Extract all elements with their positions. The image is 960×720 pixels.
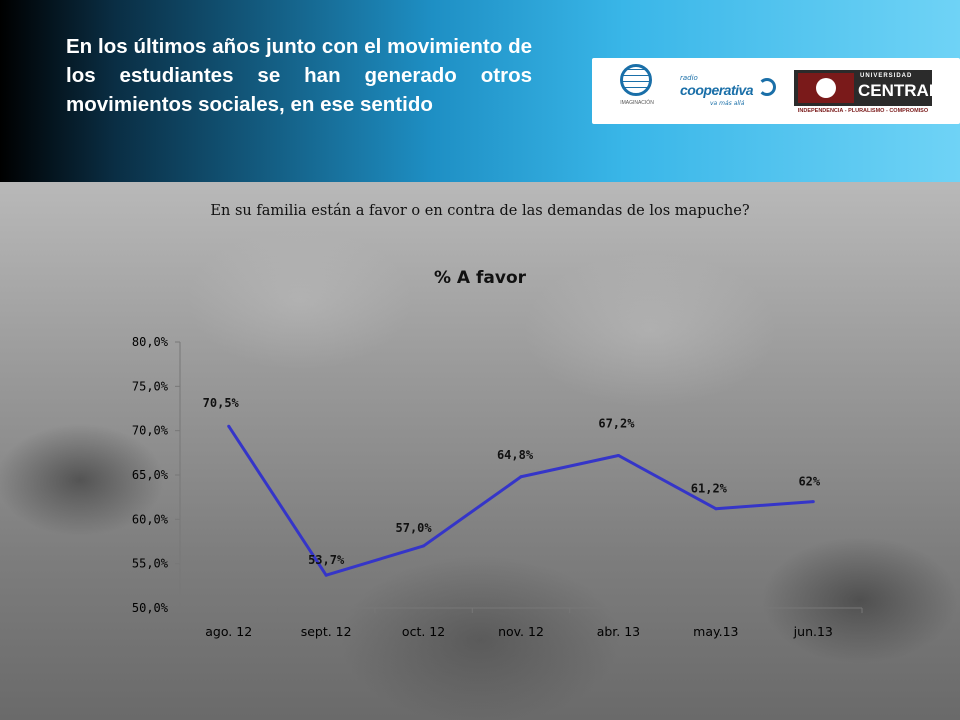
shield-icon xyxy=(798,73,854,103)
data-point xyxy=(324,573,328,577)
imaginacion-logo: IMAGINACIÓN xyxy=(612,64,662,118)
universidad-central-logo: UNIVERSIDAD CENTRAL INDEPENDENCIA - PLUR… xyxy=(794,70,939,118)
central-motto: INDEPENDENCIA - PLURALISMO - COMPROMISO xyxy=(797,108,929,114)
central-name-text: CENTRAL xyxy=(858,81,940,100)
survey-question: En su familia están a favor o en contra … xyxy=(210,203,750,219)
y-tick-label: 55,0% xyxy=(132,557,169,571)
data-label: 53,7% xyxy=(308,553,345,567)
data-point xyxy=(714,507,718,511)
x-tick-label: jun.13 xyxy=(793,624,833,639)
background-photo xyxy=(0,180,960,720)
x-tick-label: ago. 12 xyxy=(205,624,252,639)
data-point xyxy=(519,475,523,479)
page-title: En los últimos años junto con el movimie… xyxy=(66,35,532,116)
x-tick-label: sept. 12 xyxy=(301,624,352,639)
radio-swirl-icon xyxy=(758,78,776,96)
data-point xyxy=(616,453,620,457)
cooperativa-tagline: va más allá xyxy=(710,100,745,107)
x-tick-label: may.13 xyxy=(693,624,738,639)
x-tick-label: oct. 12 xyxy=(402,624,445,639)
data-point xyxy=(227,424,231,428)
data-label: 67,2% xyxy=(598,416,635,430)
y-tick-label: 75,0% xyxy=(132,379,169,393)
globe-icon xyxy=(620,64,652,96)
cooperativa-radio-text: radio xyxy=(680,74,698,82)
y-tick-label: 60,0% xyxy=(132,512,169,526)
x-tick-label: nov. 12 xyxy=(498,624,544,639)
central-university-text: UNIVERSIDAD xyxy=(860,73,913,79)
cooperativa-name: cooperativa xyxy=(680,82,754,98)
cooperativa-logo: radio cooperativa va más allá xyxy=(680,72,776,112)
data-label: 62% xyxy=(798,475,820,489)
header-banner: En los últimos años junto con el movimie… xyxy=(0,0,960,182)
data-label: 64,8% xyxy=(497,448,534,462)
y-tick-label: 50,0% xyxy=(132,601,169,615)
y-tick-label: 70,0% xyxy=(132,424,169,438)
imaginacion-logo-text: IMAGINACIÓN xyxy=(620,100,654,106)
y-tick-label: 65,0% xyxy=(132,468,169,482)
data-point xyxy=(422,544,426,548)
x-tick-label: abr. 13 xyxy=(597,624,640,639)
data-label: 61,2% xyxy=(691,482,728,496)
chart-title: % A favor xyxy=(433,268,527,288)
central-logo-box: UNIVERSIDAD CENTRAL xyxy=(794,70,939,106)
data-point xyxy=(811,500,815,504)
y-tick-label: 80,0% xyxy=(132,335,169,349)
data-label: 70,5% xyxy=(203,396,240,410)
logo-band: IMAGINACIÓN radio cooperativa va más all… xyxy=(592,58,960,124)
data-label: 57,0% xyxy=(396,521,433,535)
